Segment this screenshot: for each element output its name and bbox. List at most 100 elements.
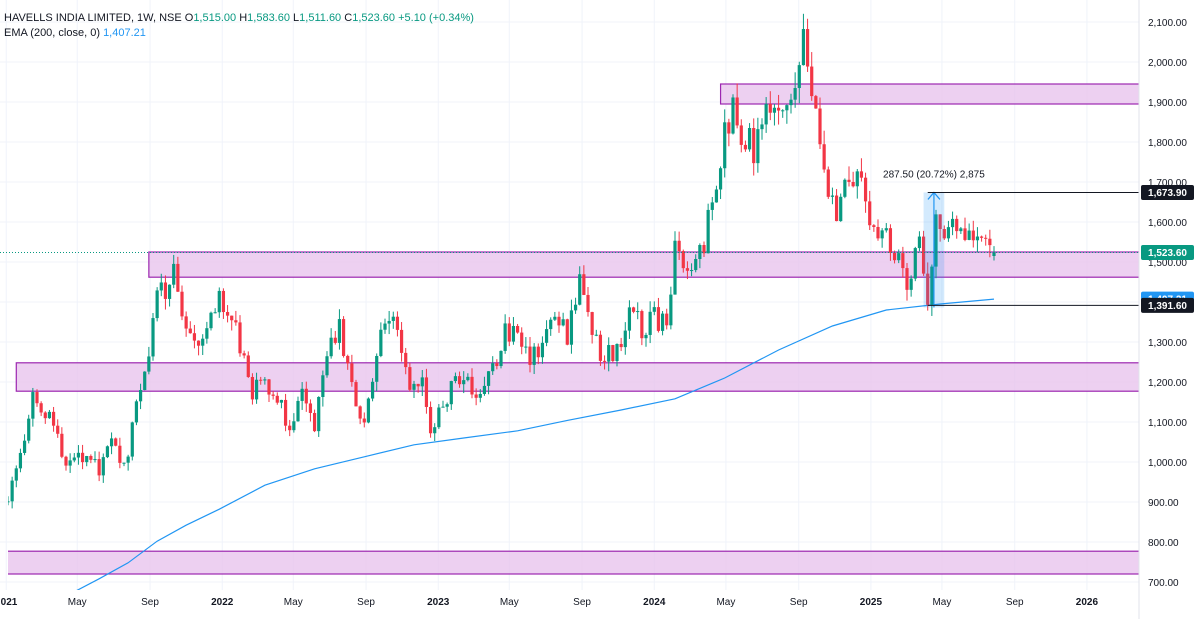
x-tick-label: Sep	[573, 597, 591, 608]
candle-body	[317, 396, 321, 432]
candle-body	[205, 328, 209, 339]
candle-body	[242, 353, 246, 356]
open-value: 1,515.00	[193, 12, 237, 24]
candle-body	[437, 407, 441, 428]
x-tick-label: Sep	[141, 597, 159, 608]
y-tick-label: 1,000.00	[1148, 458, 1187, 469]
candle-body	[731, 97, 735, 134]
candle-body	[532, 346, 536, 365]
candle-body	[930, 266, 934, 305]
candle-body	[880, 230, 884, 239]
candle-body	[296, 400, 300, 422]
candle-body	[105, 446, 110, 458]
candle-body	[619, 343, 623, 348]
candle-body	[631, 307, 636, 312]
candle-body	[346, 355, 350, 364]
close-label: C	[344, 12, 353, 24]
level-tag-upper-bg	[1141, 184, 1194, 200]
last-price-tag-text: 1,523.60	[1148, 248, 1187, 259]
open-label: O	[184, 12, 194, 24]
candle-body	[561, 319, 565, 326]
candle-body	[665, 313, 669, 326]
low-value: 1,511.60	[299, 12, 342, 24]
y-tick-label: 1,500.00	[1148, 258, 1187, 269]
candle-body	[64, 456, 68, 466]
candle-body	[760, 124, 764, 130]
candle-body	[43, 412, 47, 419]
candle-body	[366, 398, 371, 423]
candle-body	[979, 236, 984, 238]
candle-body	[167, 284, 172, 299]
level-tag-lower-text: 1,391.60	[1148, 301, 1187, 312]
candle-body	[130, 422, 134, 457]
candle-body	[785, 105, 789, 111]
candle-body	[768, 103, 772, 113]
candle-body	[507, 323, 511, 342]
candle-body	[913, 248, 917, 279]
candle-body	[677, 240, 681, 252]
symbol-title[interactable]: HAVELLS INDIA LIMITED, 1W, NSE	[4, 12, 182, 24]
candle-body	[756, 129, 760, 164]
candle-body	[967, 230, 971, 240]
candle-body	[159, 282, 163, 291]
candle-body	[573, 304, 578, 311]
candle-body	[263, 379, 267, 381]
candle-body	[176, 263, 180, 292]
candle-body	[230, 315, 234, 321]
candle-body	[292, 421, 296, 431]
candle-body	[329, 337, 333, 357]
candle-body	[134, 401, 139, 423]
level-tag-lower-bg	[1141, 297, 1194, 313]
candle-body	[486, 371, 491, 386]
y-tick-label: 1,600.00	[1148, 218, 1187, 229]
candle-body	[822, 144, 826, 170]
candle-body	[80, 452, 85, 463]
candle-body	[950, 218, 955, 228]
candle-body	[975, 236, 980, 241]
support-resistance-zone	[719, 83, 1139, 105]
candle-body	[569, 310, 574, 345]
candle-body	[238, 322, 242, 354]
candle-body	[636, 311, 640, 313]
candle-body	[830, 195, 835, 197]
candle-body	[892, 252, 897, 261]
x-tick-label: 2024	[643, 597, 666, 608]
candle-body	[528, 346, 532, 365]
candle-body	[101, 457, 105, 476]
candle-body	[428, 406, 433, 434]
candle-body	[267, 379, 271, 395]
candle-body	[702, 245, 706, 254]
candle-body	[155, 290, 159, 319]
candle-body	[764, 103, 768, 125]
high-label: H	[239, 12, 248, 24]
candle-body	[934, 214, 938, 267]
candle-body	[109, 438, 114, 447]
candle-body	[503, 323, 507, 351]
candle-body	[445, 404, 449, 407]
candle-body	[781, 110, 785, 112]
candle-body	[341, 319, 346, 356]
candle-body	[217, 290, 221, 313]
ema-label[interactable]: EMA (200, close, 0)	[4, 27, 100, 39]
plot-area	[8, 13, 1139, 590]
candle-body	[325, 356, 329, 376]
candle-body	[776, 107, 781, 111]
candle-body	[611, 345, 615, 362]
candle-body	[279, 399, 284, 403]
candle-body	[275, 395, 279, 403]
y-tick-label: 900.00	[1148, 498, 1179, 509]
measure-label: 287.50 (20.72%) 2,875	[883, 169, 985, 180]
candle-body	[196, 340, 201, 346]
y-tick-label: 1,900.00	[1148, 98, 1187, 109]
candle-body	[673, 240, 677, 295]
candle-body	[520, 332, 524, 347]
candle-body	[644, 334, 648, 339]
x-tick-label: Sep	[790, 597, 808, 608]
candle-body	[917, 236, 922, 249]
x-tick-label: 021	[1, 597, 18, 608]
candle-body	[85, 456, 89, 463]
candle-body	[921, 236, 926, 274]
candle-body	[747, 128, 752, 150]
candle-body	[283, 399, 288, 426]
